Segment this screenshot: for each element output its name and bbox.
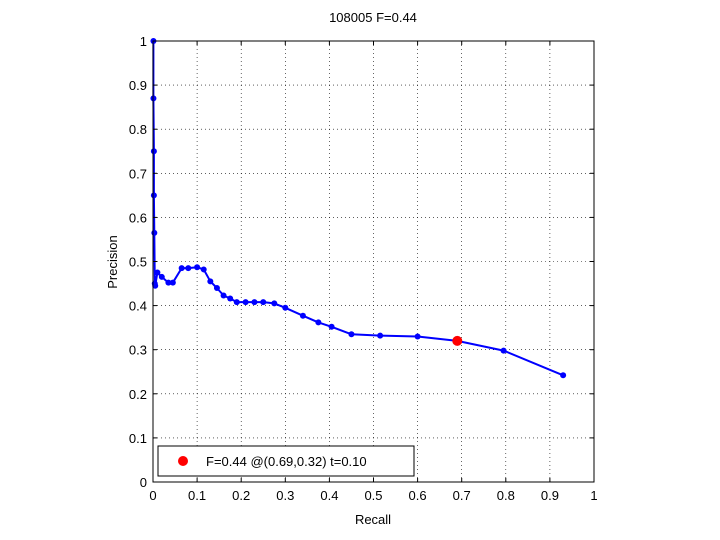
legend-marker bbox=[178, 456, 188, 466]
pr-curve-point bbox=[348, 331, 355, 338]
y-tick-label: 0.3 bbox=[129, 343, 147, 358]
y-axis-label: Precision bbox=[105, 235, 120, 288]
pr-curve-point bbox=[150, 148, 157, 155]
x-tick-label: 0.6 bbox=[409, 488, 427, 503]
x-tick-label: 0.3 bbox=[276, 488, 294, 503]
x-tick-label: 0.8 bbox=[497, 488, 515, 503]
x-tick-label: 0.2 bbox=[232, 488, 250, 503]
pr-curve-point bbox=[233, 299, 240, 306]
y-tick-label: 0.4 bbox=[129, 299, 147, 314]
pr-curve-point bbox=[328, 323, 335, 330]
pr-curve-point bbox=[169, 279, 176, 286]
x-axis-label: Recall bbox=[355, 512, 391, 527]
pr-curve-point bbox=[154, 269, 161, 276]
pr-curve-point bbox=[500, 347, 507, 354]
grid-lines bbox=[153, 41, 594, 482]
pr-curve-point bbox=[227, 295, 234, 302]
pr-curve-point bbox=[213, 284, 220, 291]
pr-curve-point bbox=[282, 304, 289, 311]
pr-curve-point bbox=[200, 266, 207, 273]
y-tick-label: 0.5 bbox=[129, 255, 147, 270]
y-tick-label: 0 bbox=[140, 475, 147, 490]
best-point bbox=[452, 335, 463, 346]
pr-curve-point bbox=[414, 333, 421, 340]
y-tick-label: 0.1 bbox=[129, 431, 147, 446]
pr-curve-point bbox=[185, 265, 192, 272]
x-tick-labels: 0 0.1 0.2 0.3 0.4 0.5 0.6 0.7 0.8 0.9 1 bbox=[149, 488, 597, 503]
x-tick-label: 0.1 bbox=[188, 488, 206, 503]
pr-curve-point bbox=[151, 229, 158, 236]
pr-curve-point bbox=[207, 278, 214, 285]
pr-curve-point bbox=[165, 279, 172, 286]
x-tick-label: 1 bbox=[590, 488, 597, 503]
best-f-point bbox=[452, 335, 463, 346]
pr-curve-point bbox=[271, 300, 278, 307]
y-tick-label: 0.2 bbox=[129, 387, 147, 402]
legend-box bbox=[157, 445, 415, 477]
pr-curve-point bbox=[194, 264, 201, 271]
x-tick-label: 0.5 bbox=[364, 488, 382, 503]
pr-curve-point bbox=[560, 372, 567, 379]
x-tick-label: 0 bbox=[149, 488, 156, 503]
pr-curve-point bbox=[251, 299, 258, 306]
axis-ticks bbox=[152, 40, 595, 483]
y-tick-label: 1 bbox=[140, 34, 147, 49]
y-tick-label: 0.7 bbox=[129, 166, 147, 181]
pr-curve-point bbox=[152, 282, 159, 289]
x-tick-label: 0.4 bbox=[320, 488, 338, 503]
pr-curve-point bbox=[260, 299, 267, 306]
legend-label: F=0.44 @(0.69,0.32) t=0.10 bbox=[206, 454, 367, 469]
y-tick-label: 0.6 bbox=[129, 210, 147, 225]
y-tick-labels: 0 0.1 0.2 0.3 0.4 0.5 0.6 0.7 0.8 0.9 1 bbox=[129, 34, 147, 490]
pr-curve-point bbox=[315, 319, 322, 326]
x-tick-label: 0.7 bbox=[453, 488, 471, 503]
pr-curve-point bbox=[242, 299, 249, 306]
pr-curve-point bbox=[158, 273, 165, 280]
legend: F=0.44 @(0.69,0.32) t=0.10 bbox=[157, 445, 415, 477]
x-tick-label: 0.9 bbox=[541, 488, 559, 503]
pr-curve-point bbox=[178, 265, 185, 272]
pr-curve-point bbox=[377, 332, 384, 339]
pr-curve-point bbox=[220, 292, 227, 299]
pr-curve-point bbox=[150, 192, 157, 199]
pr-curve-point bbox=[299, 312, 306, 319]
y-tick-label: 0.8 bbox=[129, 122, 147, 137]
chart-title: 108005 F=0.44 bbox=[329, 10, 417, 25]
y-tick-label: 0.9 bbox=[129, 78, 147, 93]
